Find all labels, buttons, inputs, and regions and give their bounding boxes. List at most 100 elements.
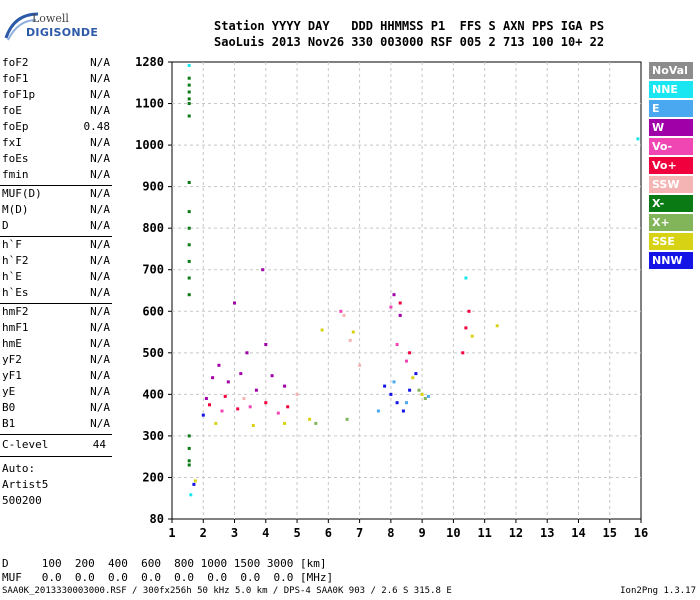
data-point [270, 374, 274, 378]
data-point [467, 309, 471, 313]
x-tick-label: 15 [603, 526, 617, 540]
data-point [392, 293, 396, 297]
y-tick-label: 200 [142, 470, 164, 484]
data-point [217, 363, 221, 367]
data-point [220, 409, 224, 413]
param-name: hmF2 [2, 305, 29, 318]
data-point [398, 301, 402, 305]
param-name: foE [2, 104, 22, 117]
param-value: N/A [90, 168, 110, 181]
x-tick-label: 10 [446, 526, 460, 540]
x-tick-label: 8 [387, 526, 394, 540]
data-point [189, 493, 193, 497]
data-point [495, 324, 499, 328]
data-point [187, 97, 191, 101]
data-point [193, 479, 197, 483]
param-value: N/A [90, 72, 110, 85]
header-labels: Station YYYY DAY DDD HHMMSS P1 FFS S AXN… [214, 19, 605, 33]
data-point [392, 380, 396, 384]
param-row: h`Es N/A [2, 286, 110, 302]
data-point [395, 401, 399, 405]
plot-frame [171, 61, 642, 520]
param-name: hmE [2, 337, 22, 350]
param-name: yF1 [2, 369, 22, 382]
param-separator [0, 185, 112, 186]
data-point [320, 328, 324, 332]
legend-item: NNW [649, 252, 693, 269]
param-value: N/A [90, 385, 110, 398]
param-row: h`E N/A [2, 270, 110, 286]
param-value: N/A [90, 369, 110, 382]
param-row: M(D) N/A [2, 203, 110, 219]
footer-version: Ion2Png 1.3.17 [620, 586, 696, 596]
data-point [236, 407, 240, 411]
data-point [411, 376, 415, 380]
param-row: foEs N/A [2, 152, 110, 168]
param-separator [0, 434, 112, 435]
data-point [187, 243, 191, 247]
auto-line: Auto: [2, 462, 36, 475]
logo-line1: Lowell [32, 12, 69, 25]
clevel-label: C-level [2, 438, 49, 451]
data-point [251, 424, 255, 427]
data-point [187, 76, 191, 80]
y-tick-label: 1280 [135, 55, 164, 69]
data-point [233, 301, 236, 305]
param-row: hmF2 N/A [2, 305, 110, 321]
param-value: N/A [90, 321, 110, 334]
legend-item: NNE [649, 81, 693, 98]
data-point [383, 384, 387, 388]
param-name: B0 [2, 401, 16, 414]
data-point [461, 351, 465, 355]
data-point [395, 343, 399, 346]
y-tick-label: 1000 [135, 138, 164, 152]
param-value: N/A [90, 104, 110, 117]
y-tick-label: 1100 [135, 97, 164, 111]
param-value: N/A [90, 88, 110, 101]
data-point [283, 384, 287, 388]
y-tick-label: 300 [142, 429, 164, 443]
data-point [248, 405, 252, 409]
x-tick-label: 9 [419, 526, 426, 540]
data-point [401, 409, 405, 413]
data-point [636, 137, 640, 141]
data-point [226, 380, 230, 384]
param-value: 0.48 [83, 120, 111, 133]
data-point [358, 363, 362, 367]
x-tick-label: 13 [540, 526, 554, 540]
data-point [187, 83, 191, 87]
param-name: h`Es [2, 286, 29, 299]
data-point [187, 226, 191, 230]
param-name: D [2, 219, 9, 232]
data-point [295, 392, 299, 396]
data-point [245, 351, 249, 355]
param-name: M(D) [2, 203, 29, 216]
y-tick-label: 900 [142, 180, 164, 194]
legend-item: X+ [649, 214, 693, 231]
x-tick-label: 6 [325, 526, 332, 540]
x-tick-label: 14 [571, 526, 585, 540]
param-value: N/A [90, 417, 110, 430]
auto-line: 500200 [2, 494, 42, 507]
data-point [339, 309, 343, 313]
y-tick-label: 80 [150, 512, 164, 526]
legend-item: X- [649, 195, 693, 212]
data-point [187, 64, 191, 67]
data-point [192, 482, 196, 486]
data-point [286, 405, 290, 409]
param-row: hmE N/A [2, 337, 110, 353]
y-tick-label: 400 [142, 387, 164, 401]
param-row: h`F N/A [2, 238, 110, 254]
legend-item: NoVal [649, 62, 693, 79]
data-point [283, 421, 287, 425]
data-point [187, 434, 191, 438]
param-row: foF1p N/A [2, 88, 110, 104]
param-value: N/A [90, 238, 110, 251]
data-point [405, 359, 408, 363]
y-tick-label: 800 [142, 221, 164, 235]
data-point [242, 397, 246, 400]
data-point [214, 421, 218, 425]
y-tick-label: 700 [142, 263, 164, 277]
param-value: N/A [90, 401, 110, 414]
data-point [187, 293, 191, 297]
